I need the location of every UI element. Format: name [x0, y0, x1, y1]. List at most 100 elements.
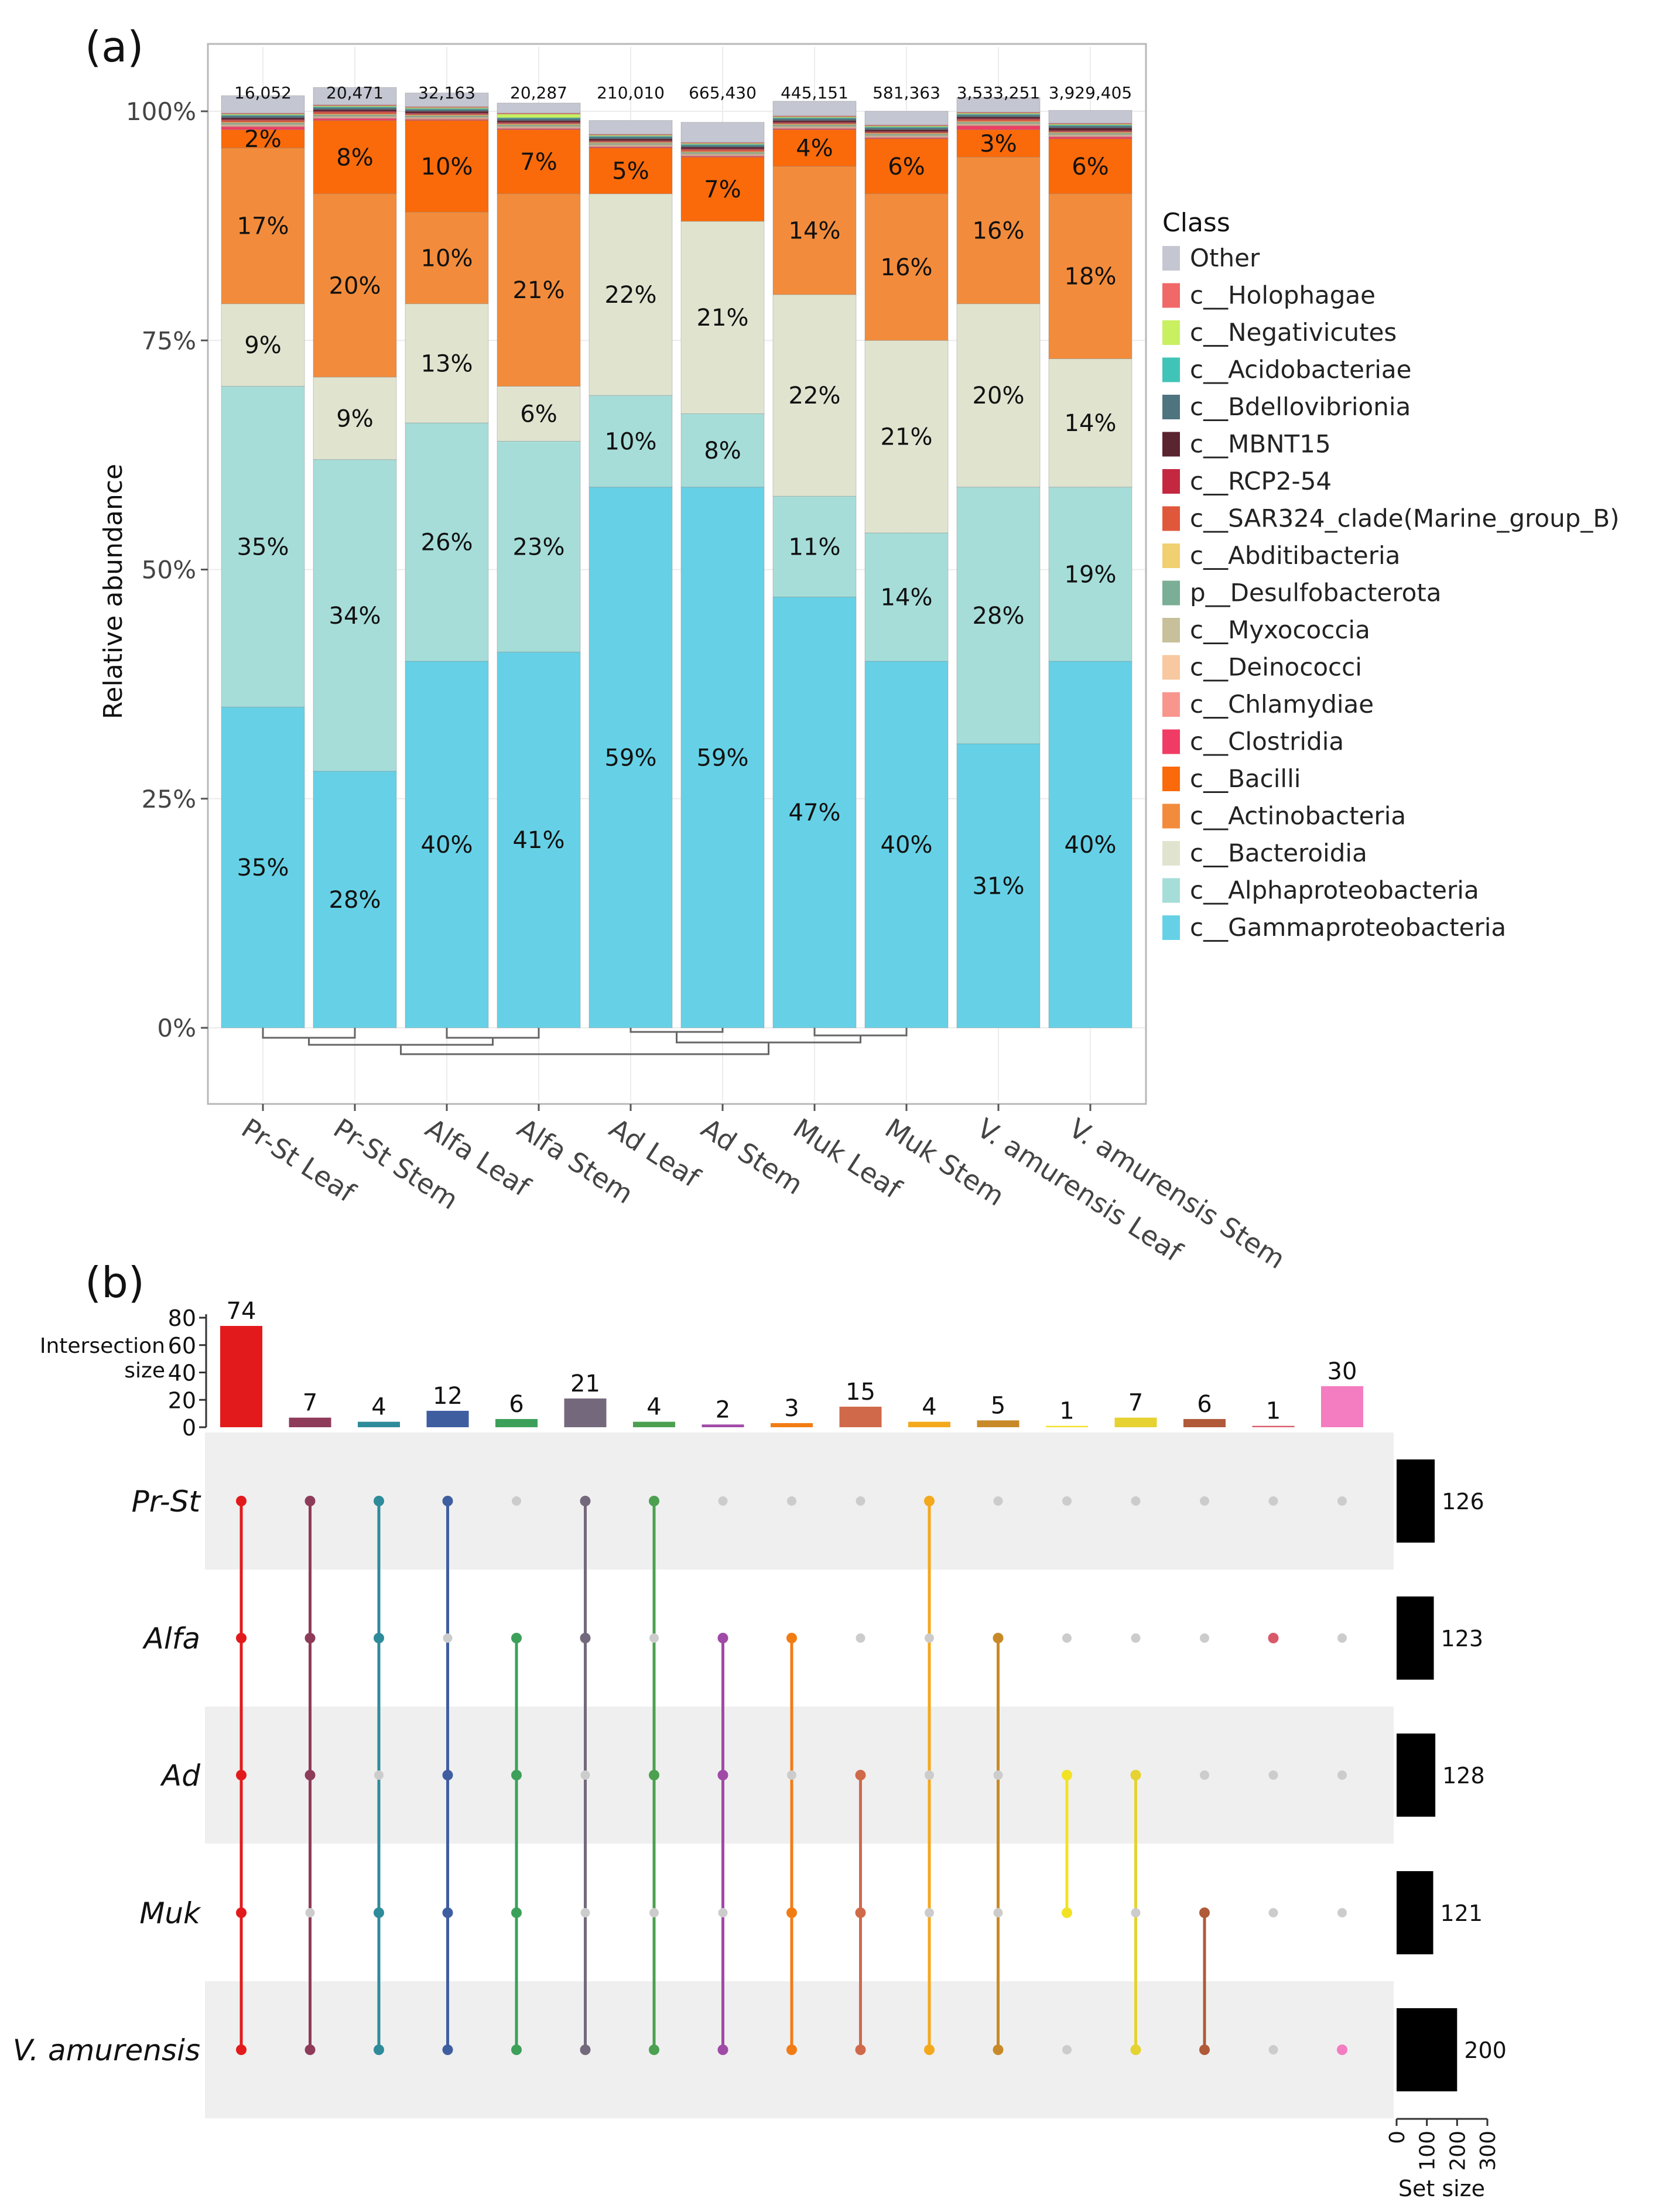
matrix-dot-active [1337, 2045, 1347, 2055]
intersection-count-label: 6 [1197, 1391, 1212, 1418]
intersection-bar [289, 1417, 331, 1427]
set-size-label: 123 [1441, 1626, 1484, 1652]
matrix-dot-active [993, 1633, 1004, 1643]
bar-segment [1048, 358, 1132, 488]
segment-label: 16% [881, 254, 933, 281]
segment-label: 9% [244, 332, 281, 359]
bar-segment [589, 487, 673, 1028]
intersection-count-label: 74 [227, 1298, 256, 1325]
matrix-dot-inactive [925, 1770, 934, 1780]
legend-swatch [1162, 395, 1180, 419]
set-size-label: 200 [1464, 2037, 1507, 2063]
matrix-row-band [205, 1707, 1394, 1844]
segment-label: 21% [513, 277, 565, 304]
segment-label: 9% [336, 405, 373, 432]
matrix-dot-active [786, 1907, 797, 1918]
matrix-dot-inactive [787, 1496, 796, 1506]
intersection-count-label: 21 [570, 1370, 600, 1397]
matrix-dot-active [1199, 2045, 1210, 2055]
segment-label: 16% [973, 217, 1025, 244]
legend-swatch [1162, 618, 1180, 642]
intersection-tick-label: 0 [182, 1415, 196, 1441]
segment-label: 17% [237, 213, 289, 240]
legend-label: Other [1190, 244, 1260, 272]
intersection-bar [702, 1424, 744, 1427]
segment-label: 21% [881, 424, 933, 451]
bar-segment [405, 211, 489, 305]
matrix-dot-active [374, 1633, 384, 1643]
intersection-count-label: 1 [1266, 1398, 1281, 1425]
matrix-dot-inactive [1337, 1633, 1347, 1643]
set-size-axis-label: Set size [1398, 2176, 1485, 2201]
intersection-count-label: 4 [922, 1394, 936, 1421]
set-name-label: Alfa [142, 1622, 200, 1656]
read-count-label: 3,533,251 [957, 83, 1041, 102]
matrix-dot-active [304, 1633, 316, 1643]
legend-label: c__Bacteroidia [1190, 839, 1367, 867]
segment-label: 22% [789, 382, 841, 409]
set-size-tick-label: 200 [1446, 2131, 1470, 2171]
matrix-dot-active [236, 2045, 247, 2055]
bar-segment [589, 120, 673, 135]
legend-label: c__Clostridia [1190, 727, 1344, 756]
segment-label: 20% [973, 382, 1025, 409]
legend-label: c__Bdellovibrionia [1190, 392, 1411, 421]
segment-label: 6% [1072, 153, 1108, 180]
dendrogram-branch [400, 1042, 769, 1055]
set-size-bar [1397, 1871, 1433, 1954]
legend-swatch [1162, 841, 1180, 866]
matrix-dot-active [511, 1633, 522, 1643]
segment-label: 5% [612, 158, 649, 185]
bar-segment [772, 596, 857, 1028]
legend-label: c__Alphaproteobacteria [1190, 876, 1479, 905]
matrix-dot-inactive [925, 1633, 934, 1643]
set-size-label: 128 [1442, 1763, 1485, 1789]
segment-label: 7% [520, 149, 557, 176]
matrix-dot-inactive [512, 1496, 521, 1506]
bar-segment [497, 112, 581, 115]
legend-label: c__Myxococcia [1190, 616, 1370, 644]
segment-label: 59% [605, 744, 657, 771]
legend-swatch [1162, 432, 1180, 457]
bar-segment [1048, 110, 1132, 124]
intersection-bar [358, 1421, 400, 1427]
matrix-dot-inactive [443, 1633, 453, 1643]
bar-segment [221, 127, 305, 130]
bar-segment [1048, 127, 1132, 131]
bar-segment [313, 377, 397, 460]
matrix-dot-active [374, 1496, 384, 1506]
bar-segment [405, 93, 489, 107]
matrix-dot-inactive [1268, 1496, 1278, 1506]
matrix-dot-active [786, 2045, 797, 2055]
matrix-dot-inactive [649, 1908, 659, 1917]
intersection-bar [1252, 1425, 1295, 1427]
matrix-dot-active [1062, 1907, 1072, 1918]
bar-segment [221, 386, 305, 707]
legend-swatch [1162, 767, 1180, 791]
matrix-dot-active [649, 1770, 659, 1780]
bar-segment [772, 294, 857, 497]
set-size-bars: 126 123 128 121 200 [1397, 1459, 1507, 2091]
legend: Other c__Holophagae c__Negativicutes c__Aci… [1162, 244, 1620, 942]
matrix-dot-inactive [718, 1496, 728, 1506]
matrix-dot-inactive [1337, 1770, 1347, 1780]
legend-swatch [1162, 692, 1180, 717]
set-size-bar [1397, 1596, 1434, 1680]
panel-b-label: (b) [85, 1258, 145, 1307]
bar-segment [956, 743, 1041, 1028]
matrix-row-band [205, 1981, 1394, 2118]
bar-segment [956, 156, 1041, 305]
bar-segment [772, 101, 857, 117]
matrix-dot-inactive [1268, 2045, 1278, 2054]
intersection-bar [977, 1420, 1019, 1427]
segment-label: 10% [605, 428, 657, 455]
matrix-dot-inactive [580, 1770, 590, 1780]
bar-segment [680, 122, 765, 143]
segment-label: 14% [789, 217, 841, 244]
legend-label: c__Negativicutes [1190, 318, 1397, 347]
matrix-dot-active [304, 2045, 316, 2055]
intersection-count-label: 6 [509, 1391, 524, 1418]
matrix-dot-inactive [856, 1496, 865, 1506]
bar-segment [221, 129, 305, 149]
